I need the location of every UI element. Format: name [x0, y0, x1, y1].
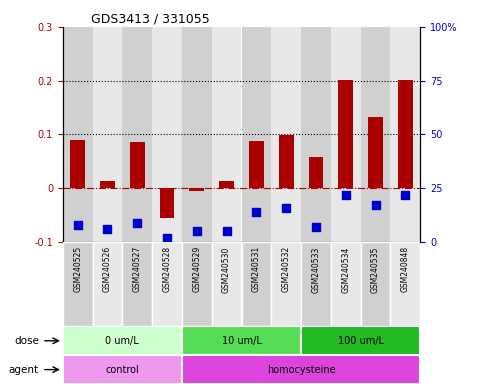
Bar — [152, 242, 182, 326]
Bar — [219, 181, 234, 188]
Point — [401, 192, 409, 198]
Text: GSM240534: GSM240534 — [341, 246, 350, 293]
Text: GSM240529: GSM240529 — [192, 246, 201, 292]
Bar — [93, 242, 122, 326]
Text: GSM240533: GSM240533 — [312, 246, 320, 293]
Point — [342, 192, 350, 198]
Text: control: control — [105, 364, 139, 375]
Text: GSM240526: GSM240526 — [103, 246, 112, 292]
Bar — [182, 27, 212, 242]
Bar — [182, 326, 301, 355]
Point — [193, 228, 201, 234]
Bar — [398, 79, 413, 188]
Point — [282, 204, 290, 210]
Text: GSM240532: GSM240532 — [282, 246, 291, 292]
Point — [163, 235, 171, 241]
Bar — [122, 27, 152, 242]
Point — [223, 228, 230, 234]
Text: GSM240525: GSM240525 — [73, 246, 82, 292]
Text: GDS3413 / 331055: GDS3413 / 331055 — [91, 13, 210, 26]
Bar — [93, 27, 122, 242]
Bar — [159, 188, 174, 218]
Bar — [271, 27, 301, 242]
Bar — [130, 142, 145, 188]
Text: homocysteine: homocysteine — [267, 364, 335, 375]
Bar — [63, 355, 182, 384]
Text: 0 um/L: 0 um/L — [105, 336, 139, 346]
Point — [372, 202, 380, 209]
Bar — [331, 27, 361, 242]
Bar — [361, 27, 390, 242]
Bar — [242, 242, 271, 326]
Bar — [189, 188, 204, 191]
Bar — [242, 27, 271, 242]
Text: GSM240535: GSM240535 — [371, 246, 380, 293]
Bar — [338, 79, 353, 188]
Text: dose: dose — [14, 336, 39, 346]
Point — [104, 226, 112, 232]
Point — [133, 220, 141, 226]
Bar — [212, 242, 242, 326]
Bar — [361, 242, 390, 326]
Bar — [212, 27, 242, 242]
Text: GSM240531: GSM240531 — [252, 246, 261, 292]
Bar — [63, 326, 182, 355]
Text: GSM240527: GSM240527 — [133, 246, 142, 292]
Bar — [152, 27, 182, 242]
Bar — [301, 326, 420, 355]
Bar — [182, 242, 212, 326]
Bar — [182, 355, 420, 384]
Point — [74, 222, 82, 228]
Bar — [70, 140, 85, 188]
Bar — [63, 242, 93, 326]
Bar — [301, 27, 331, 242]
Bar — [122, 242, 152, 326]
Bar — [368, 117, 383, 188]
Text: 100 um/L: 100 um/L — [338, 336, 384, 346]
Bar — [309, 157, 324, 188]
Bar — [279, 135, 294, 188]
Bar — [331, 242, 361, 326]
Bar — [390, 242, 420, 326]
Text: agent: agent — [9, 364, 39, 375]
Point — [312, 224, 320, 230]
Text: GSM240848: GSM240848 — [401, 246, 410, 292]
Bar — [390, 27, 420, 242]
Bar — [271, 242, 301, 326]
Bar — [249, 141, 264, 188]
Text: 10 um/L: 10 um/L — [222, 336, 261, 346]
Bar — [100, 181, 115, 188]
Bar — [63, 27, 93, 242]
Point — [253, 209, 260, 215]
Text: GSM240528: GSM240528 — [163, 246, 171, 292]
Bar — [301, 242, 331, 326]
Text: GSM240530: GSM240530 — [222, 246, 231, 293]
